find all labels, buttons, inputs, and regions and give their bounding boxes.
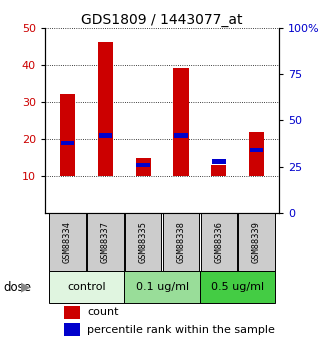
Text: control: control [67,282,106,292]
Bar [61,140,74,145]
Text: dose: dose [3,281,31,294]
Bar [173,68,188,176]
FancyBboxPatch shape [49,213,86,272]
Bar [211,165,226,176]
FancyBboxPatch shape [124,272,200,303]
Bar [60,95,75,176]
Bar [136,158,151,176]
Bar [64,323,80,336]
Bar [64,306,80,319]
Bar [99,133,112,138]
Text: 0.1 ug/ml: 0.1 ug/ml [135,282,189,292]
Bar [98,42,113,176]
Title: GDS1809 / 1443077_at: GDS1809 / 1443077_at [81,12,243,27]
Text: GSM88335: GSM88335 [139,221,148,263]
Text: ▶: ▶ [21,281,30,294]
Bar [249,131,264,176]
Bar [174,133,188,138]
Text: count: count [87,307,119,317]
FancyBboxPatch shape [125,213,161,272]
FancyBboxPatch shape [239,213,275,272]
Bar [136,163,150,167]
FancyBboxPatch shape [87,213,124,272]
Text: GSM88334: GSM88334 [63,221,72,263]
Text: GSM88336: GSM88336 [214,221,223,263]
Text: 0.5 ug/ml: 0.5 ug/ml [211,282,264,292]
Text: percentile rank within the sample: percentile rank within the sample [87,325,275,335]
FancyBboxPatch shape [200,272,275,303]
Text: GSM88339: GSM88339 [252,221,261,263]
Text: GSM88337: GSM88337 [101,221,110,263]
FancyBboxPatch shape [163,213,199,272]
FancyBboxPatch shape [49,272,124,303]
Bar [250,148,264,152]
Bar [212,159,226,164]
FancyBboxPatch shape [201,213,237,272]
Text: GSM88338: GSM88338 [177,221,186,263]
